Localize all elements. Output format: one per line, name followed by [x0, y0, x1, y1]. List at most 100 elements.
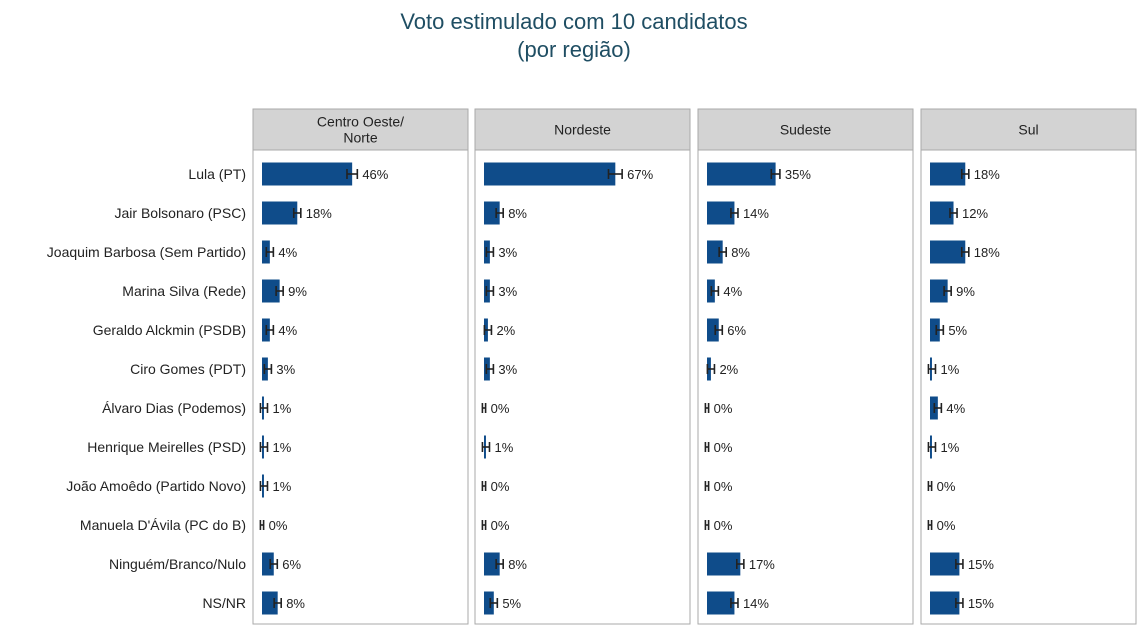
value-label: 46% [362, 167, 388, 182]
bar [930, 591, 960, 615]
bar [484, 591, 494, 615]
value-label: 18% [974, 167, 1000, 182]
value-label: 15% [968, 596, 994, 611]
error-bar [273, 598, 283, 608]
category-label: Ciro Gomes (PDT) [130, 361, 246, 377]
value-label: 18% [974, 245, 1000, 260]
value-label: 1% [494, 440, 513, 455]
error-bar [710, 286, 720, 296]
bar [707, 240, 723, 264]
bar [707, 591, 735, 615]
error-bar [704, 442, 710, 452]
bar [262, 162, 353, 186]
error-bar [704, 403, 710, 413]
value-label: 4% [278, 245, 297, 260]
value-label: 8% [286, 596, 305, 611]
value-label: 2% [496, 323, 515, 338]
value-label: 6% [727, 323, 746, 338]
error-bar [259, 442, 269, 452]
category-label: João Amoêdo (Partido Novo) [66, 478, 246, 494]
category-label: Geraldo Alckmin (PSDB) [93, 322, 246, 338]
value-label: 1% [272, 440, 291, 455]
bar [262, 591, 278, 615]
bar [707, 201, 735, 225]
error-bar [933, 403, 943, 413]
error-bar [730, 208, 739, 218]
error-bar [485, 364, 495, 374]
error-bar [481, 442, 491, 452]
error-bar [481, 520, 487, 530]
error-bar [259, 481, 269, 491]
panel-frame [474, 149, 691, 625]
error-bar [265, 325, 275, 335]
value-label: 9% [288, 284, 307, 299]
value-label: 0% [714, 479, 733, 494]
error-bar [955, 598, 964, 608]
category-label: Álvaro Dias (Podemos) [102, 400, 246, 416]
value-label: 4% [723, 284, 742, 299]
value-label: 12% [962, 206, 988, 221]
error-bar [259, 520, 265, 530]
panel-title: Norte [343, 130, 377, 146]
category-label: Ninguém/Branco/Nulo [109, 556, 246, 572]
category-label: Manuela D'Ávila (PC do B) [80, 517, 246, 533]
error-bar [485, 286, 495, 296]
error-bar [346, 169, 359, 179]
value-label: 67% [627, 167, 653, 182]
value-label: 2% [719, 362, 738, 377]
bar [930, 201, 954, 225]
error-bar [735, 559, 745, 569]
error-bar [927, 481, 933, 491]
bar [707, 318, 719, 342]
error-bar [495, 208, 505, 218]
value-label: 1% [272, 401, 291, 416]
bar [930, 279, 948, 303]
error-bar [704, 481, 710, 491]
error-bar [730, 598, 739, 608]
value-label: 1% [272, 479, 291, 494]
error-bar [955, 559, 964, 569]
value-label: 8% [508, 206, 527, 221]
error-bar [607, 169, 623, 179]
value-label: 17% [749, 557, 775, 572]
panel-frame [920, 149, 1137, 625]
error-bar [927, 364, 937, 374]
panel-header [474, 108, 691, 151]
value-label: 0% [714, 401, 733, 416]
bar [484, 162, 616, 186]
error-bar [269, 559, 279, 569]
error-bar [935, 325, 945, 335]
chart-subtitle: (por região) [517, 37, 631, 62]
value-label: 0% [491, 479, 510, 494]
value-label: 0% [269, 518, 288, 533]
error-bar [485, 247, 495, 257]
value-label: 4% [278, 323, 297, 338]
error-bar [706, 364, 716, 374]
error-bar [960, 169, 970, 179]
bar [930, 552, 960, 576]
panel-title: Sudeste [780, 122, 832, 138]
panel-title: Sul [1018, 122, 1038, 138]
value-label: 35% [785, 167, 811, 182]
panel-header [697, 108, 914, 151]
error-bar [265, 247, 275, 257]
value-label: 18% [306, 206, 332, 221]
value-label: 0% [937, 518, 956, 533]
error-bar [489, 598, 499, 608]
error-bar [927, 442, 937, 452]
bar [484, 552, 500, 576]
value-label: 0% [714, 518, 733, 533]
value-label: 0% [491, 401, 510, 416]
value-label: 1% [940, 362, 959, 377]
panel-frame [697, 149, 914, 625]
error-bar [263, 364, 273, 374]
error-bar [275, 286, 284, 296]
bar [930, 162, 966, 186]
value-label: 0% [714, 440, 733, 455]
value-label: 3% [498, 245, 517, 260]
error-bar [770, 169, 781, 179]
panel-frame [252, 149, 469, 625]
bar [484, 201, 500, 225]
value-label: 0% [491, 518, 510, 533]
